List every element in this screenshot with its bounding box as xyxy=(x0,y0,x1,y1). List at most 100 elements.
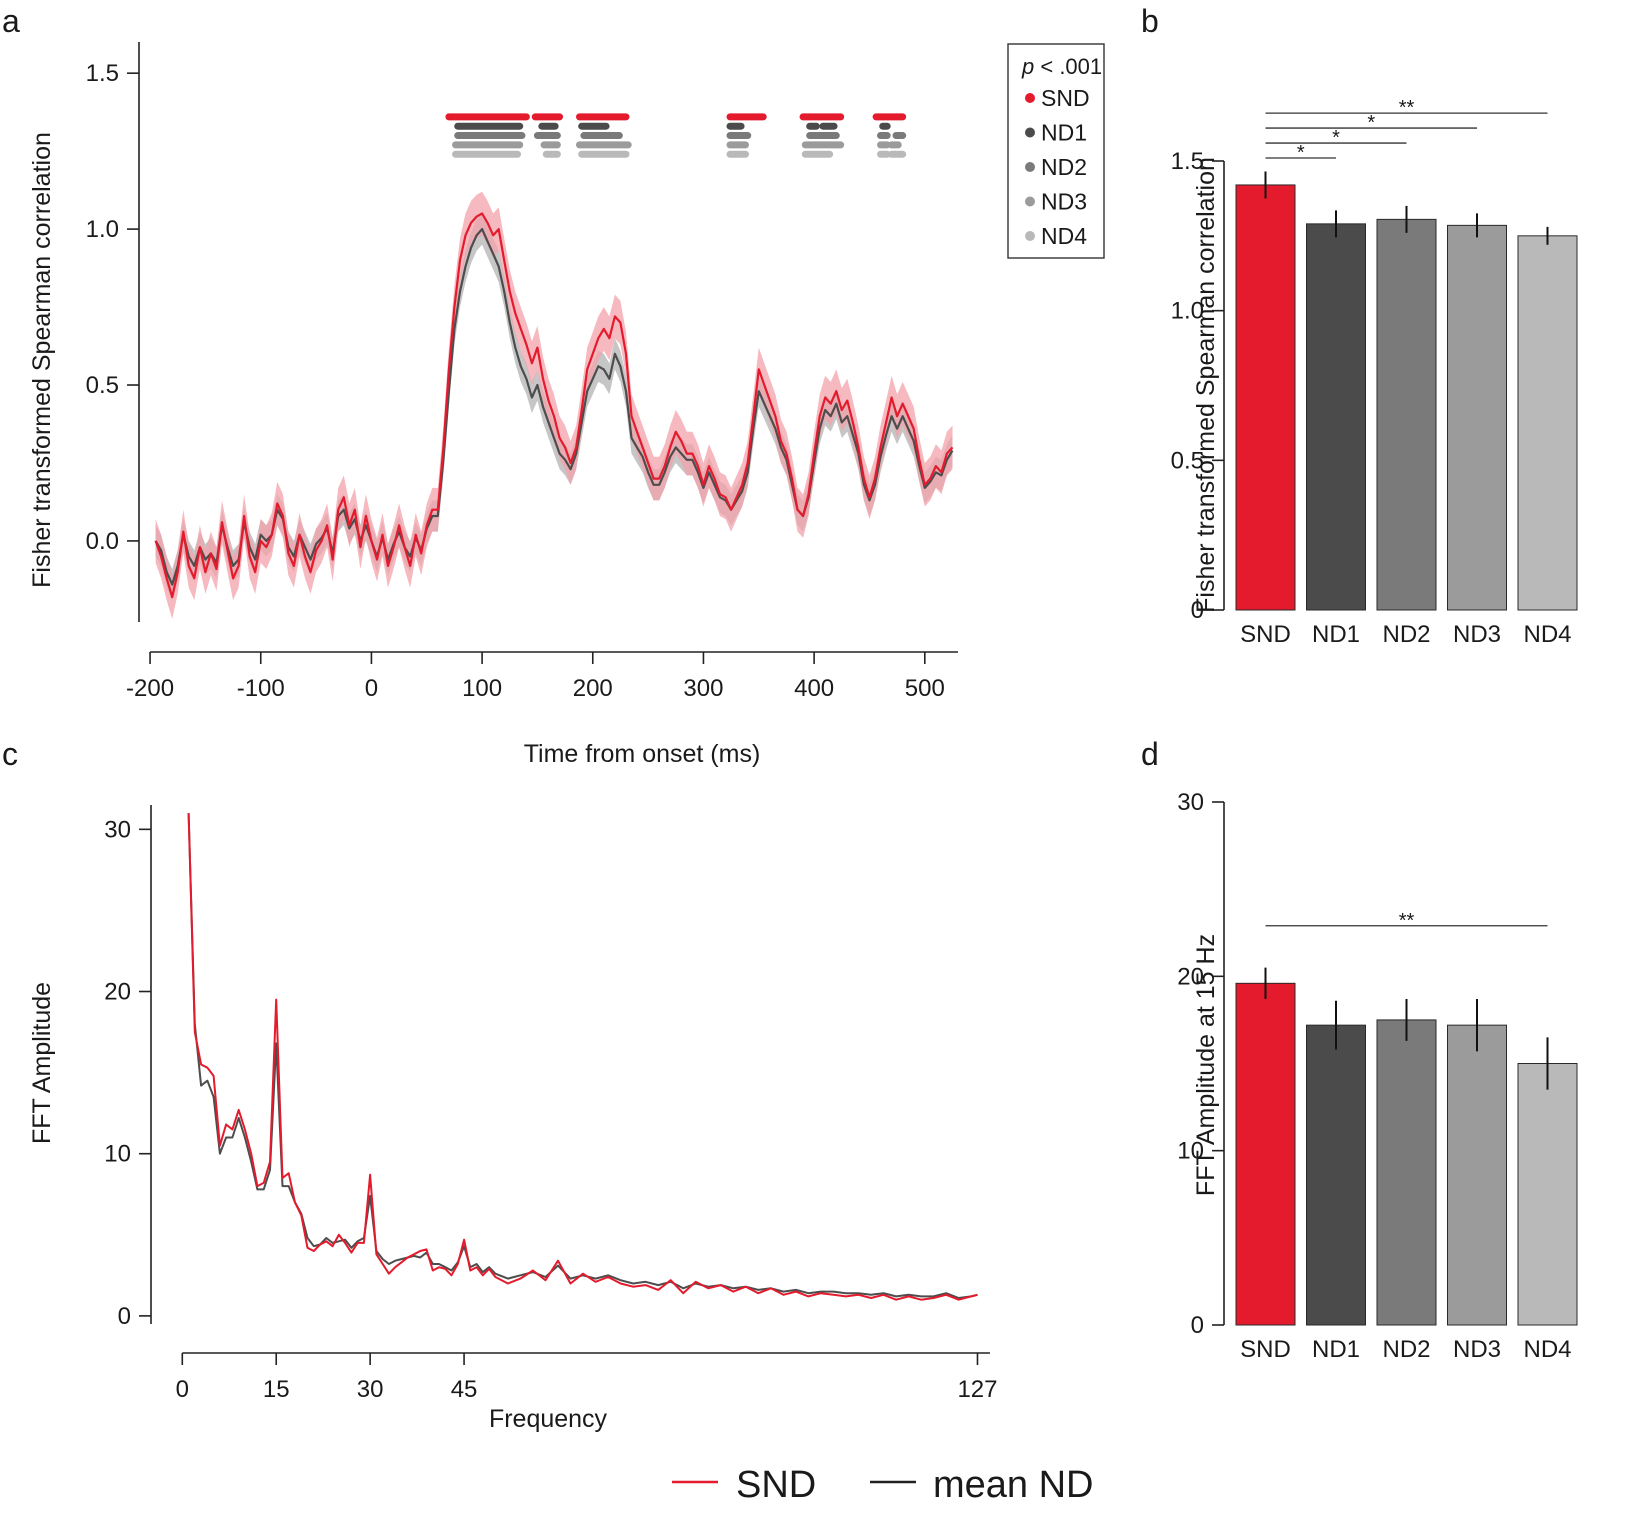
panel-a-y-tick-label: 0.0 xyxy=(86,528,119,555)
panel-c-x-tick-label: 127 xyxy=(957,1376,997,1403)
b-y-tick-label: 1.0 xyxy=(1171,298,1204,325)
panel-c-y-tick-label: 10 xyxy=(104,1141,131,1168)
panel-c-fft-spectrum: 0 10 20 30 0 15 30 45 127 Frequency FFT Amplitud… xyxy=(28,805,998,1433)
d-y-tick-label: 30 xyxy=(1177,789,1204,816)
legend-label-nd4: ND4 xyxy=(1041,223,1087,249)
panel-label-c: c xyxy=(2,736,18,772)
panel-a-y-tick-label: 1.0 xyxy=(86,216,119,243)
panel-b-y-axis-label: Fisher transformed Spearman correlation xyxy=(1192,157,1220,613)
panel-c-y-tick-label: 0 xyxy=(118,1303,131,1330)
b-bar-nd1 xyxy=(1306,223,1366,611)
panel-c-x-tick-label: 0 xyxy=(176,1376,189,1403)
panel-c-y-tick-label: 20 xyxy=(104,979,131,1006)
legend-title-rest: < .001 xyxy=(1034,54,1102,79)
b-bar-snd xyxy=(1235,184,1296,611)
panel-a-y-tick-label: 0.5 xyxy=(86,372,119,399)
panel-a-significance-rows xyxy=(445,113,907,158)
b-x-tick-label-nd2: ND2 xyxy=(1382,621,1430,648)
panel-a-x-tick-label: 0 xyxy=(365,675,378,702)
legend-dot-nd4 xyxy=(1025,231,1035,241)
d-sig-label-0: ** xyxy=(1399,910,1415,932)
line-snd xyxy=(154,212,954,599)
legend-label-nd2: ND2 xyxy=(1041,154,1087,180)
panel-a-time-course: 0.0 0.5 1.0 1.5 -200 -100 0 100 200 300 400 500 Tim… xyxy=(28,42,1105,768)
panel-a-y-axis-label: Fisher transformed Spearman correlation xyxy=(28,132,56,588)
d-y-tick-label: 20 xyxy=(1177,963,1204,990)
panel-a-y-tick-label: 1.5 xyxy=(86,60,119,87)
panel-b-bars: SND ND1 ND2 ND3 ND4 xyxy=(1235,171,1578,648)
panel-c-y-tick-label: 30 xyxy=(104,816,131,843)
panel-a-lines xyxy=(154,212,954,599)
panel-a-x-tick-label: 500 xyxy=(905,675,945,702)
legend-label-snd: SND xyxy=(1041,85,1090,111)
panel-d-bar-chart: SND ND1 ND2 ND3 ND4 0 10 20 30 ** FFT Amplitude… xyxy=(1177,789,1578,1363)
b-bar-nd2 xyxy=(1376,218,1437,611)
d-y-tick-label: 0 xyxy=(1191,1312,1204,1339)
panel-a-legend-box xyxy=(1007,43,1105,259)
legend-dot-nd2 xyxy=(1025,162,1035,172)
panel-c-line-snd xyxy=(187,813,978,1301)
d-x-tick-label-nd4: ND4 xyxy=(1523,1336,1571,1363)
b-x-tick-label-snd: SND xyxy=(1240,621,1291,648)
bottom-legend-mean-nd-label: mean ND xyxy=(933,1464,1094,1506)
b-sig-label-0: * xyxy=(1297,142,1305,164)
panel-b-bar-chart: SND ND1 ND2 ND3 ND4 00.51.01.5 ***** Fisher … xyxy=(1171,97,1578,648)
panel-b-axes: 0 0.5 1.0 1.5 xyxy=(1171,148,1225,624)
d-bar-snd xyxy=(1235,982,1296,1326)
legend-dot-snd xyxy=(1025,93,1035,103)
panel-c-x-axis-label: Frequency xyxy=(489,1405,608,1433)
bottom-legend-snd-label: SND xyxy=(736,1464,816,1506)
panel-c-lines xyxy=(187,813,978,1301)
b-bar-nd4 xyxy=(1517,235,1578,611)
b-y-tick-label: 0.5 xyxy=(1171,447,1204,474)
b-sig-label-1: * xyxy=(1332,127,1340,149)
panel-a-x-tick-label: 200 xyxy=(573,675,613,702)
d-x-tick-label-snd: SND xyxy=(1240,1336,1291,1363)
panel-a-axes: 0.0 0.5 1.0 1.5 -200 -100 0 100 200 300 400 500 xyxy=(86,42,958,702)
panel-label-b: b xyxy=(1141,3,1159,39)
panel-d-bars: SND ND1 ND2 ND3 ND4 xyxy=(1235,967,1578,1363)
panel-c-y-axis-label: FFT Amplitude xyxy=(28,982,56,1144)
panel-a-x-tick-label: -200 xyxy=(126,675,174,702)
panel-label-a: a xyxy=(2,3,20,39)
d-bar-nd2 xyxy=(1376,1019,1437,1326)
panel-c-x-tick-label: 15 xyxy=(263,1376,290,1403)
panel-d-y-axis-label: FFT Amplitude at 15 Hz xyxy=(1192,934,1220,1196)
panel-c-x-tick-label: 45 xyxy=(451,1376,478,1403)
panel-a-x-axis-label: Time from onset (ms) xyxy=(524,740,761,768)
panel-a-ribbons xyxy=(155,191,953,619)
b-y-tick-label: 1.5 xyxy=(1171,148,1204,175)
panel-label-d: d xyxy=(1141,736,1159,772)
legend-title-p: p xyxy=(1021,54,1034,79)
panel-c-x-tick-label: 30 xyxy=(357,1376,384,1403)
panel-d-significance: ** xyxy=(1265,910,1548,932)
d-bar-nd1 xyxy=(1306,1024,1366,1326)
b-bar-nd3 xyxy=(1447,224,1507,611)
b-sig-label-2: * xyxy=(1367,112,1375,134)
b-x-tick-label-nd1: ND1 xyxy=(1312,621,1360,648)
panel-c-line-mean-nd xyxy=(187,813,978,1299)
panel-a-legend: p < .001 SND ND1 ND2 ND3 ND4 xyxy=(1007,43,1105,259)
panel-a-x-tick-label: 100 xyxy=(462,675,502,702)
b-y-tick-label: 0 xyxy=(1191,597,1204,624)
panel-a-x-tick-label: 300 xyxy=(683,675,723,702)
b-sig-label-3: ** xyxy=(1399,97,1415,119)
d-x-tick-label-nd3: ND3 xyxy=(1453,1336,1501,1363)
panel-b-significance: ***** xyxy=(1265,97,1548,164)
panel-a-x-tick-label: 400 xyxy=(794,675,834,702)
legend-dot-nd3 xyxy=(1025,196,1035,207)
panel-a-legend-title: p < .001 xyxy=(1021,54,1102,79)
d-y-tick-label: 10 xyxy=(1177,1138,1204,1165)
panel-a-x-tick-label: -100 xyxy=(237,675,285,702)
legend-dot-nd1 xyxy=(1025,127,1035,138)
panel-d-axes: 0 10 20 30 xyxy=(1177,789,1225,1339)
ribbon-snd xyxy=(155,191,953,619)
bottom-legend: SND mean ND xyxy=(672,1464,1094,1506)
d-x-tick-label-nd2: ND2 xyxy=(1382,1336,1430,1363)
b-x-tick-label-nd4: ND4 xyxy=(1523,621,1571,648)
panel-a-legend-entries: SND ND1 ND2 ND3 ND4 xyxy=(1025,85,1090,249)
b-x-tick-label-nd3: ND3 xyxy=(1453,621,1501,648)
legend-label-nd1: ND1 xyxy=(1041,120,1087,146)
